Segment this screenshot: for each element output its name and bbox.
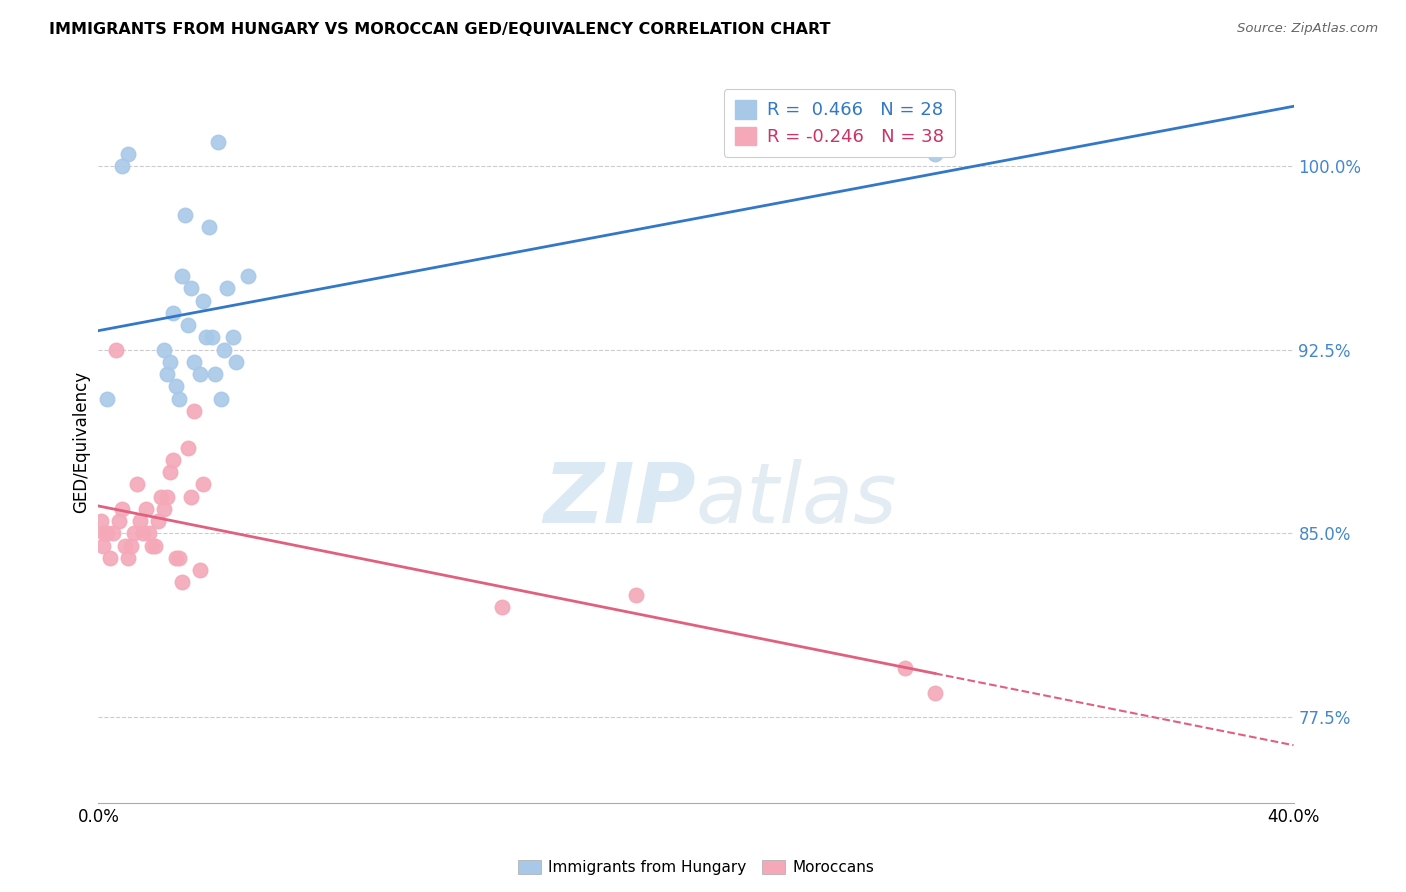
Point — [162, 306, 184, 320]
Point — [120, 539, 142, 553]
Point — [174, 208, 197, 222]
Point — [91, 539, 114, 553]
Point — [105, 343, 128, 357]
Point — [183, 404, 205, 418]
Point — [156, 367, 179, 381]
Point — [180, 281, 202, 295]
Point — [150, 490, 173, 504]
Point — [103, 526, 125, 541]
Legend: Immigrants from Hungary, Moroccans: Immigrants from Hungary, Moroccans — [512, 854, 880, 881]
Point — [96, 392, 118, 406]
Point — [209, 392, 232, 406]
Point — [141, 539, 163, 553]
Point — [153, 343, 176, 357]
Point — [138, 526, 160, 541]
Point — [222, 330, 245, 344]
Point — [165, 550, 187, 565]
Point — [201, 330, 224, 344]
Point — [167, 550, 190, 565]
Text: ZIP: ZIP — [543, 458, 696, 540]
Text: IMMIGRANTS FROM HUNGARY VS MOROCCAN GED/EQUIVALENCY CORRELATION CHART: IMMIGRANTS FROM HUNGARY VS MOROCCAN GED/… — [49, 22, 831, 37]
Point — [177, 318, 200, 333]
Point — [191, 293, 214, 308]
Point — [135, 502, 157, 516]
Point — [180, 490, 202, 504]
Point — [191, 477, 214, 491]
Point — [153, 502, 176, 516]
Text: atlas: atlas — [696, 458, 897, 540]
Point — [626, 588, 648, 602]
Text: Source: ZipAtlas.com: Source: ZipAtlas.com — [1237, 22, 1378, 36]
Point — [129, 514, 152, 528]
Point — [215, 281, 238, 295]
Point — [491, 599, 513, 614]
Point — [188, 367, 211, 381]
Point — [124, 526, 146, 541]
Point — [894, 661, 917, 675]
Point — [156, 490, 179, 504]
Point — [198, 220, 221, 235]
Point — [165, 379, 187, 393]
Point — [207, 135, 229, 149]
Point — [183, 355, 205, 369]
Point — [132, 526, 155, 541]
Point — [127, 477, 149, 491]
Point — [108, 514, 131, 528]
Point — [159, 355, 181, 369]
Point — [96, 526, 118, 541]
Point — [114, 539, 136, 553]
Point — [159, 465, 181, 479]
Point — [924, 146, 946, 161]
Point — [188, 563, 211, 577]
Y-axis label: GED/Equivalency: GED/Equivalency — [72, 370, 90, 513]
Point — [225, 355, 247, 369]
Point — [172, 269, 194, 284]
Point — [177, 441, 200, 455]
Point — [162, 453, 184, 467]
Point — [172, 575, 194, 590]
Point — [212, 343, 235, 357]
Point — [236, 269, 259, 284]
Point — [117, 550, 139, 565]
Point — [167, 392, 190, 406]
Point — [195, 330, 218, 344]
Point — [93, 526, 115, 541]
Point — [111, 159, 134, 173]
Point — [98, 550, 122, 565]
Point — [204, 367, 226, 381]
Point — [924, 685, 946, 699]
Point — [111, 502, 134, 516]
Point — [117, 146, 139, 161]
Point — [143, 539, 166, 553]
Point — [148, 514, 170, 528]
Point — [90, 514, 112, 528]
